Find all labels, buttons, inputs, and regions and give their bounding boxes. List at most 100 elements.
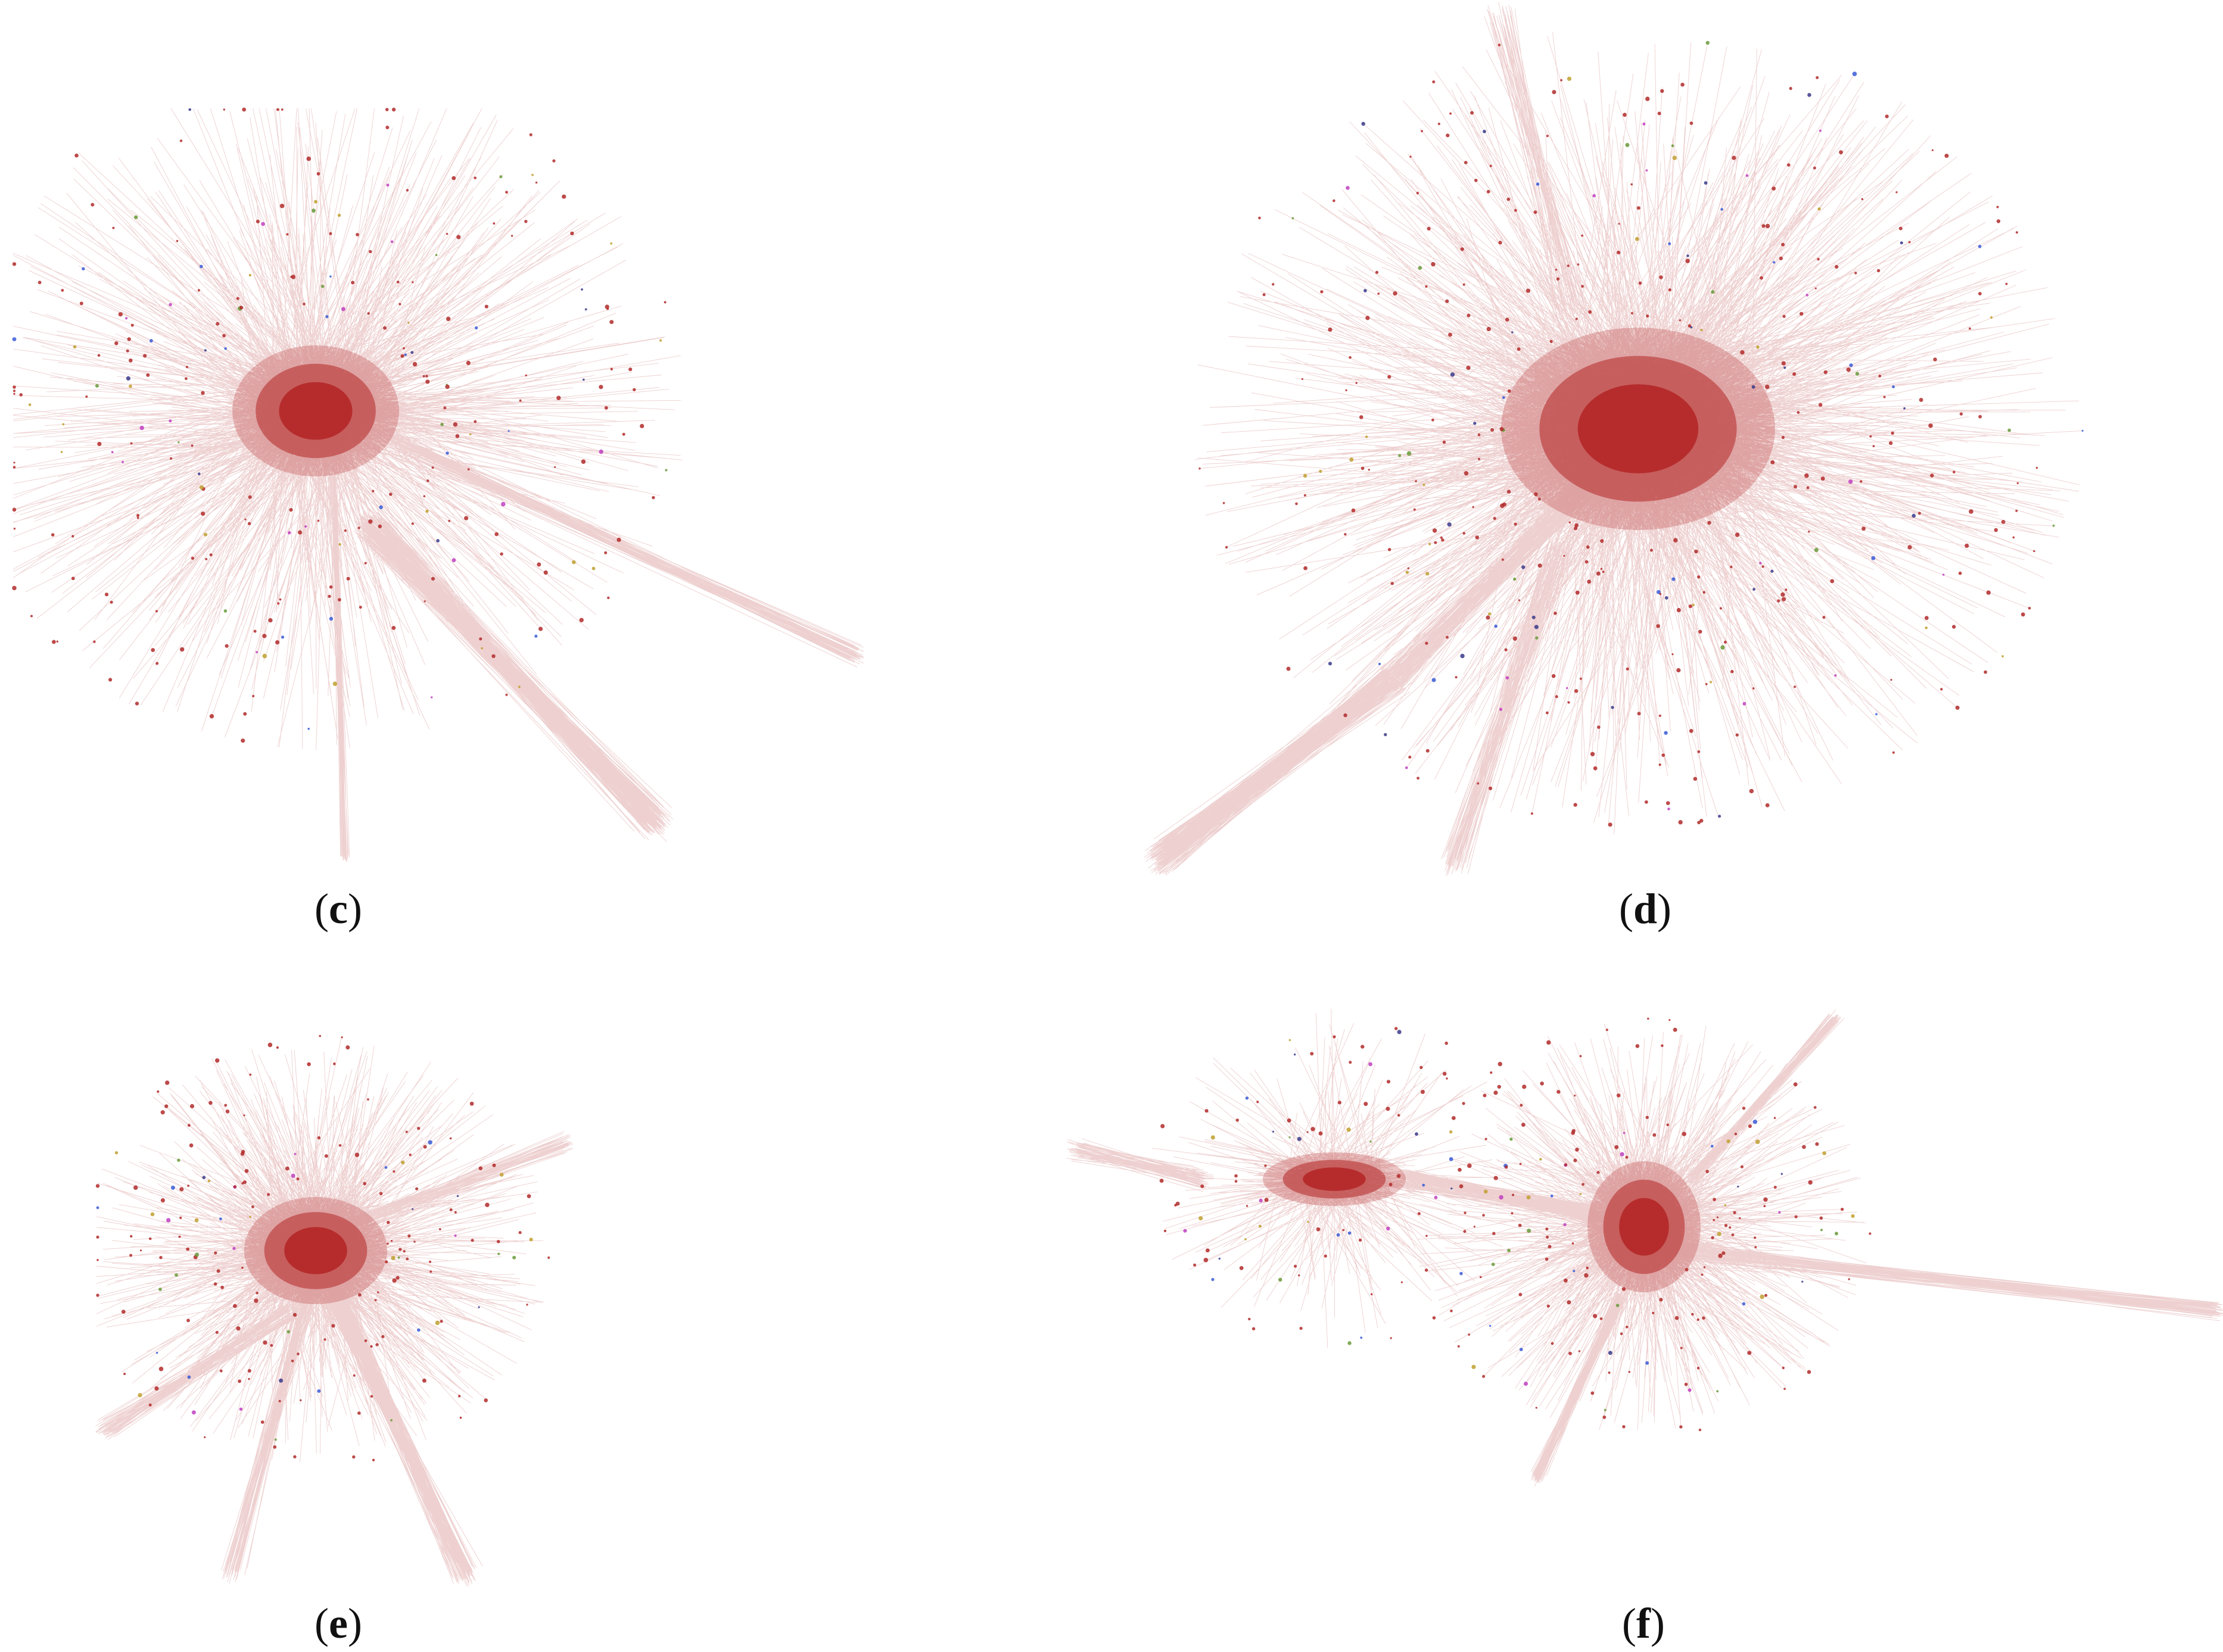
graph-node bbox=[1676, 607, 1681, 613]
graph-node bbox=[1425, 641, 1428, 645]
caption-d-letter: d bbox=[1633, 885, 1658, 933]
graph-node bbox=[1659, 593, 1662, 596]
graph-node bbox=[398, 1248, 402, 1251]
graph-node bbox=[1409, 155, 1412, 158]
graph-node bbox=[2033, 550, 2035, 553]
graph-node bbox=[1568, 521, 1571, 523]
graph-node bbox=[459, 1416, 462, 1419]
graph-node bbox=[1835, 1232, 1838, 1236]
graph-node bbox=[13, 462, 15, 464]
graph-node bbox=[390, 1240, 393, 1242]
graph-node bbox=[247, 1369, 251, 1373]
graph-node bbox=[1685, 1268, 1689, 1271]
graph-node bbox=[1666, 801, 1670, 805]
graph-node bbox=[1511, 331, 1514, 333]
graph-node bbox=[1369, 1140, 1372, 1143]
graph-node bbox=[129, 384, 132, 388]
graph-node bbox=[1417, 1212, 1421, 1215]
graph-node bbox=[224, 347, 228, 350]
graph-node bbox=[1497, 1062, 1502, 1067]
graph-node bbox=[189, 1143, 194, 1148]
graph-node bbox=[154, 1386, 159, 1391]
graph-node bbox=[1664, 731, 1668, 735]
graph-node bbox=[1573, 803, 1577, 807]
graph-node bbox=[491, 654, 496, 658]
graph-node bbox=[1450, 1187, 1453, 1190]
graph-node bbox=[1955, 705, 1960, 710]
graph-node bbox=[1813, 1106, 1817, 1109]
graph-node bbox=[377, 1291, 379, 1293]
graph-node bbox=[297, 530, 303, 535]
graph-node bbox=[165, 1080, 170, 1085]
graph-node bbox=[289, 508, 293, 512]
graph-node bbox=[1386, 1106, 1390, 1111]
caption-c: (c) bbox=[315, 885, 362, 933]
graph-node bbox=[1696, 1367, 1700, 1370]
cluster-core bbox=[284, 1227, 347, 1274]
graph-node bbox=[1297, 1137, 1302, 1141]
graph-node bbox=[202, 1176, 206, 1179]
graph-node bbox=[1545, 1257, 1549, 1261]
graph-node bbox=[556, 395, 561, 400]
graph-node bbox=[1347, 1231, 1352, 1235]
graph-node bbox=[449, 1137, 452, 1140]
graph-node bbox=[1222, 501, 1225, 504]
graph-node bbox=[1797, 411, 1800, 414]
graph-node bbox=[407, 322, 410, 324]
graph-node bbox=[52, 640, 56, 644]
graph-node bbox=[2015, 509, 2018, 512]
graph-node bbox=[274, 1438, 277, 1441]
graph-node bbox=[364, 562, 367, 565]
graph-node bbox=[1200, 1184, 1204, 1189]
graph-node bbox=[1719, 607, 1722, 610]
graph-node bbox=[1807, 93, 1811, 97]
graph-node bbox=[1571, 1131, 1576, 1135]
graph-node bbox=[1396, 1174, 1401, 1178]
graph-node bbox=[518, 685, 521, 688]
graph-node bbox=[1900, 241, 1903, 245]
graph-node bbox=[1494, 624, 1497, 628]
graph-node bbox=[1616, 1093, 1621, 1098]
graph-node bbox=[261, 222, 265, 226]
graph-node bbox=[1877, 269, 1880, 273]
graph-node bbox=[411, 522, 414, 525]
graph-node bbox=[396, 280, 400, 283]
graph-node bbox=[604, 551, 608, 554]
graph-node bbox=[497, 1252, 500, 1255]
graph-node bbox=[622, 432, 625, 436]
graph-node bbox=[1303, 566, 1307, 571]
graph-node bbox=[351, 280, 355, 285]
graph-node bbox=[410, 351, 414, 354]
graph-node bbox=[319, 1034, 321, 1037]
graph-node bbox=[1264, 1164, 1267, 1167]
graph-node bbox=[1713, 1218, 1715, 1221]
graph-node bbox=[225, 1109, 230, 1114]
graph-node bbox=[333, 1062, 336, 1065]
graph-node bbox=[104, 593, 109, 597]
graph-node bbox=[1925, 616, 1929, 621]
graph-node bbox=[582, 378, 585, 381]
graph-node bbox=[1473, 1226, 1475, 1228]
graph-node bbox=[1778, 1211, 1781, 1214]
graph-node bbox=[1689, 729, 1693, 733]
graph-node bbox=[344, 529, 347, 532]
graph-node bbox=[385, 1260, 388, 1264]
graph-node bbox=[260, 1420, 264, 1424]
graph-node bbox=[1464, 471, 1469, 476]
graph-node bbox=[233, 1304, 237, 1308]
graph-node bbox=[1425, 749, 1430, 753]
graph-node bbox=[1246, 1205, 1249, 1207]
graph-node bbox=[175, 1273, 178, 1277]
graph-node bbox=[1592, 194, 1596, 198]
graph-node bbox=[279, 204, 285, 208]
graph-node bbox=[242, 107, 247, 112]
graph-node bbox=[1623, 113, 1627, 117]
graph-node bbox=[1688, 1388, 1692, 1392]
graph-node bbox=[1560, 79, 1562, 82]
graph-node bbox=[443, 406, 447, 410]
graph-node bbox=[1578, 1350, 1581, 1352]
graph-node bbox=[628, 367, 633, 372]
graph-node bbox=[1588, 310, 1592, 314]
graph-node bbox=[1720, 645, 1725, 650]
graph-node bbox=[1755, 1139, 1760, 1145]
